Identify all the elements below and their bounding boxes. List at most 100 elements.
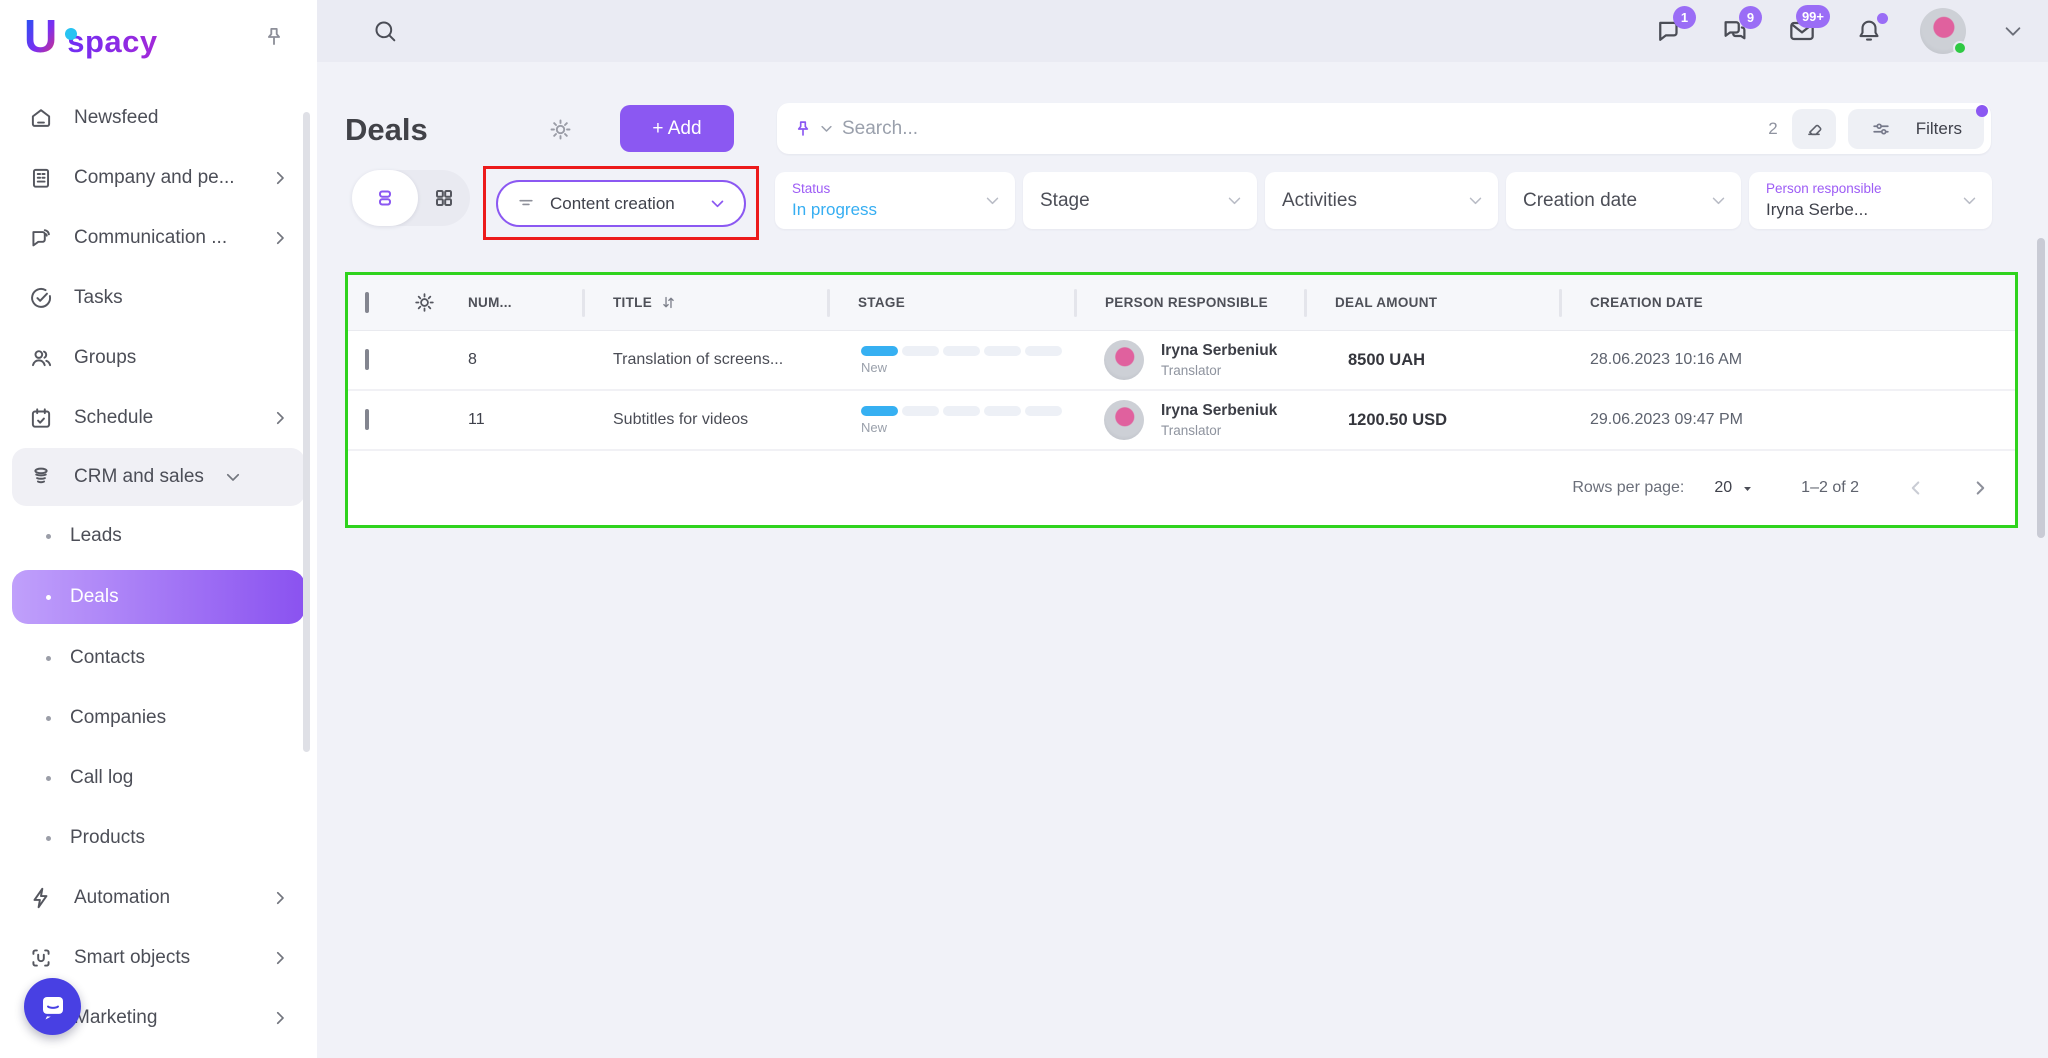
- column-header-stage[interactable]: STAGE: [827, 275, 1075, 330]
- table-footer: Rows per page: 20 1–2 of 2: [348, 451, 2015, 525]
- logo-text: spacy: [67, 23, 158, 59]
- filters-label: Filters: [1915, 118, 1962, 138]
- column-header-amount[interactable]: DEAL AMOUNT: [1304, 275, 1560, 330]
- search-icon[interactable]: [371, 17, 399, 45]
- chevron-right-icon: [271, 229, 289, 247]
- add-deal-button[interactable]: + Add: [620, 105, 734, 152]
- sidebar-scrollbar[interactable]: [303, 112, 310, 752]
- communication-icon: [28, 225, 54, 251]
- sidebar-item-call-log[interactable]: Call log: [0, 748, 317, 808]
- stage-label: New: [861, 419, 888, 435]
- sidebar-item-label: Call log: [70, 767, 134, 788]
- user-avatar[interactable]: [1920, 8, 1967, 55]
- filter-funnel-icon: [516, 194, 536, 214]
- users-icon: [28, 345, 54, 371]
- bell-icon[interactable]: [1854, 13, 1888, 46]
- saved-filter-label: Content creation: [550, 193, 675, 213]
- previous-page-button[interactable]: [1905, 477, 1927, 499]
- sidebar-item-leads[interactable]: Leads: [0, 506, 317, 566]
- sidebar-item-deals[interactable]: Deals: [12, 570, 305, 624]
- sidebar-item-label: Deals: [70, 586, 119, 607]
- chip-value: Iryna Serbe...: [1766, 200, 1869, 219]
- stage-progress-bar: [861, 405, 1075, 416]
- chevron-down-icon: [984, 192, 1001, 209]
- chat-icon[interactable]: 1: [1654, 6, 1696, 46]
- column-header-person[interactable]: PERSON RESPONSIBLE: [1074, 275, 1305, 330]
- search-pin-dropdown[interactable]: [777, 118, 842, 140]
- sidebar-item-label: Automation: [74, 887, 171, 908]
- filter-chip-person-responsible[interactable]: Person responsible Iryna Serbe...: [1749, 172, 1992, 229]
- sidebar-item-label: Groups: [74, 347, 137, 368]
- topbar: 1 9 99+: [317, 0, 2048, 62]
- list-view-icon: [379, 190, 391, 206]
- chevron-down-icon: [1961, 192, 1978, 209]
- deal-stage-cell: New: [828, 345, 1075, 375]
- deal-amount: 1200.50 USD: [1348, 410, 1448, 429]
- support-chat-bubble[interactable]: [24, 978, 81, 1035]
- column-header-date[interactable]: CREATION DATE: [1559, 275, 2015, 330]
- person-name[interactable]: Iryna Serbeniuk: [1161, 402, 1278, 419]
- pagination-range: 1–2 of 2: [1801, 479, 1859, 496]
- deal-title[interactable]: Translation of screens...: [613, 351, 784, 368]
- chevron-right-icon: [271, 1009, 289, 1027]
- profile-chevron-down-icon[interactable]: [2002, 20, 2024, 42]
- bullet-icon: [46, 775, 51, 781]
- sidebar-pin-icon[interactable]: [261, 24, 287, 50]
- sidebar-item-products[interactable]: Products: [0, 808, 317, 868]
- sidebar-item-smart-objects[interactable]: Smart objects: [0, 928, 317, 988]
- creation-date: 28.06.2023 10:16 AM: [1590, 351, 1743, 368]
- sidebar-item-automation[interactable]: Automation: [0, 868, 317, 928]
- chevron-right-icon: [271, 889, 289, 907]
- search-input[interactable]: [842, 103, 1769, 154]
- sidebar-item-groups[interactable]: Groups: [0, 328, 317, 388]
- deal-number: 11: [468, 411, 485, 428]
- column-header-title[interactable]: TITLE: [582, 275, 828, 330]
- table-row[interactable]: 11 Subtitles for videos New Iryna Serben…: [348, 391, 2015, 451]
- sidebar-item-label: Smart objects: [74, 947, 191, 968]
- sidebar-group-crm-and-sales[interactable]: CRM and sales: [12, 448, 305, 506]
- page-scrollbar[interactable]: [2037, 238, 2045, 538]
- chevron-down-icon: [1467, 192, 1484, 209]
- sidebar-item-label: Companies: [70, 707, 167, 728]
- person-name[interactable]: Iryna Serbeniuk: [1161, 342, 1278, 359]
- page-settings-gear-icon[interactable]: [547, 116, 574, 143]
- sidebar-item-label: Leads: [70, 525, 122, 546]
- sidebar-item-company-and-people[interactable]: Company and pe...: [0, 148, 317, 208]
- filter-chip-creation-date[interactable]: Creation date: [1506, 172, 1741, 229]
- sidebar-item-newsfeed[interactable]: Newsfeed: [0, 88, 317, 148]
- sidebar-item-contacts[interactable]: Contacts: [0, 628, 317, 688]
- filter-chip-activities[interactable]: Activities: [1265, 172, 1498, 229]
- table-settings-gear-icon[interactable]: [404, 290, 458, 315]
- table-header-row: NUM... TITLE STAGE PERSON RESPONSIBLE DE…: [348, 275, 2015, 331]
- sidebar-item-label: Company and pe...: [74, 167, 235, 188]
- filters-button[interactable]: Filters: [1847, 104, 1988, 149]
- table-row[interactable]: 8 Translation of screens... New Iryna Se…: [348, 331, 2015, 391]
- select-all-checkbox[interactable]: [365, 291, 369, 313]
- chevron-down-icon: [224, 468, 242, 486]
- sidebar-item-companies[interactable]: Companies: [0, 688, 317, 748]
- sidebar-item-schedule[interactable]: Schedule: [0, 388, 317, 448]
- row-checkbox[interactable]: [365, 409, 369, 430]
- clear-search-button[interactable]: [1791, 108, 1836, 149]
- grid-view-button[interactable]: [418, 170, 470, 226]
- column-header-num[interactable]: NUM...: [468, 295, 512, 310]
- filter-chip-stage[interactable]: Stage: [1023, 172, 1257, 229]
- row-select-cell: [348, 349, 404, 370]
- deal-title[interactable]: Subtitles for videos: [613, 411, 749, 428]
- rows-per-page-select[interactable]: 20: [1714, 479, 1755, 497]
- saved-filter-dropdown[interactable]: Content creation: [496, 180, 746, 227]
- row-checkbox[interactable]: [365, 349, 369, 370]
- group-chat-icon[interactable]: 9: [1720, 6, 1762, 46]
- stage-segment: [902, 345, 939, 356]
- list-view-button[interactable]: [352, 170, 418, 226]
- filter-chip-status[interactable]: Status In progress: [775, 172, 1015, 229]
- mail-icon[interactable]: 99+: [1786, 5, 1830, 47]
- person-cell: Iryna Serbeniuk Translator: [1075, 400, 1305, 440]
- next-page-button[interactable]: [1969, 477, 1991, 499]
- uspacy-logo[interactable]: U spacy: [24, 13, 158, 60]
- sidebar-item-communication[interactable]: Communication ...: [0, 208, 317, 268]
- stage-segment: [984, 405, 1021, 416]
- person-avatar: [1104, 400, 1144, 440]
- sidebar-item-tasks[interactable]: Tasks: [0, 268, 317, 328]
